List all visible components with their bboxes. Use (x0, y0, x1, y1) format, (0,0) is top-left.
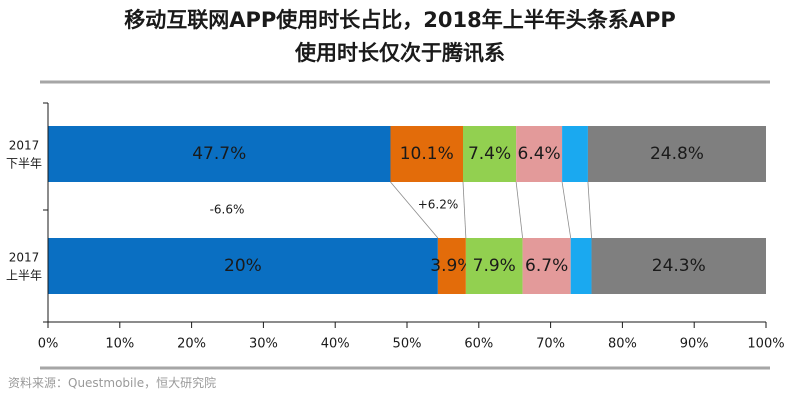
bar-segment-0-0 (48, 126, 391, 182)
data-label-1-1: 3.9% (430, 256, 473, 276)
data-label-1-5: 24.3% (652, 256, 706, 276)
bar-segment-1-4 (570, 238, 592, 294)
annotation-label-0: -6.6% (210, 203, 245, 217)
x-tick-label-8: 80% (608, 337, 637, 352)
x-tick-label-4: 40% (321, 337, 350, 352)
x-tick-label-7: 70% (536, 337, 565, 352)
x-tick-label-5: 50% (393, 337, 422, 352)
bar-segment-1-5 (591, 238, 766, 294)
bar-segment-0-1 (390, 126, 464, 182)
x-tick-label-6: 60% (464, 337, 493, 352)
category-label-0-0: 2017 (9, 139, 40, 153)
bar-segment-1-3 (522, 238, 571, 294)
category-label-1-1: 上半年 (6, 269, 42, 283)
x-tick-label-2: 20% (177, 337, 206, 352)
connector-line-1 (462, 181, 467, 239)
chart-title: 移动互联网APP使用时长占比，2018年上半年头条系APP 使用时长仅次于腾讯系 (0, 4, 800, 70)
bar-segment-0-2 (463, 126, 517, 182)
bar-segment-1-2 (465, 238, 523, 294)
connector-line-0 (390, 181, 439, 239)
connector-line-2 (515, 181, 523, 239)
x-tick-label-9: 90% (680, 337, 709, 352)
data-label-0-5: 24.8% (650, 144, 704, 164)
bar-segment-0-3 (516, 126, 563, 182)
connector-line-4 (587, 181, 592, 239)
data-label-0-3: 6.4% (518, 144, 561, 164)
data-label-0-1: 10.1% (400, 144, 454, 164)
connector-line-3 (561, 181, 572, 239)
x-tick-label-0: 0% (38, 337, 59, 352)
data-label-1-0: 20% (224, 256, 262, 276)
bar-segment-1-0 (48, 238, 438, 294)
chart-title-line-1: 移动互联网APP使用时长占比，2018年上半年头条系APP (124, 8, 676, 32)
x-tick-label-3: 30% (249, 337, 278, 352)
data-label-0-2: 7.4% (468, 144, 511, 164)
bar-segment-1-1 (437, 238, 466, 294)
data-label-1-2: 7.9% (473, 256, 516, 276)
bar-segment-0-5 (587, 126, 766, 182)
category-label-0-1: 下半年 (6, 157, 42, 171)
source-note: 资料来源：Questmobile，恒大研究院 (8, 376, 217, 390)
chart-title-line-2: 使用时长仅次于腾讯系 (295, 41, 505, 65)
x-tick-label-10: 100% (747, 337, 784, 352)
bar-segment-0-4 (562, 126, 588, 182)
annotation-label-1: +6.2% (418, 198, 459, 212)
category-label-1-0: 2017 (9, 251, 40, 265)
x-tick-label-1: 10% (105, 337, 134, 352)
data-label-0-0: 47.7% (192, 144, 246, 164)
data-label-1-3: 6.7% (525, 256, 568, 276)
